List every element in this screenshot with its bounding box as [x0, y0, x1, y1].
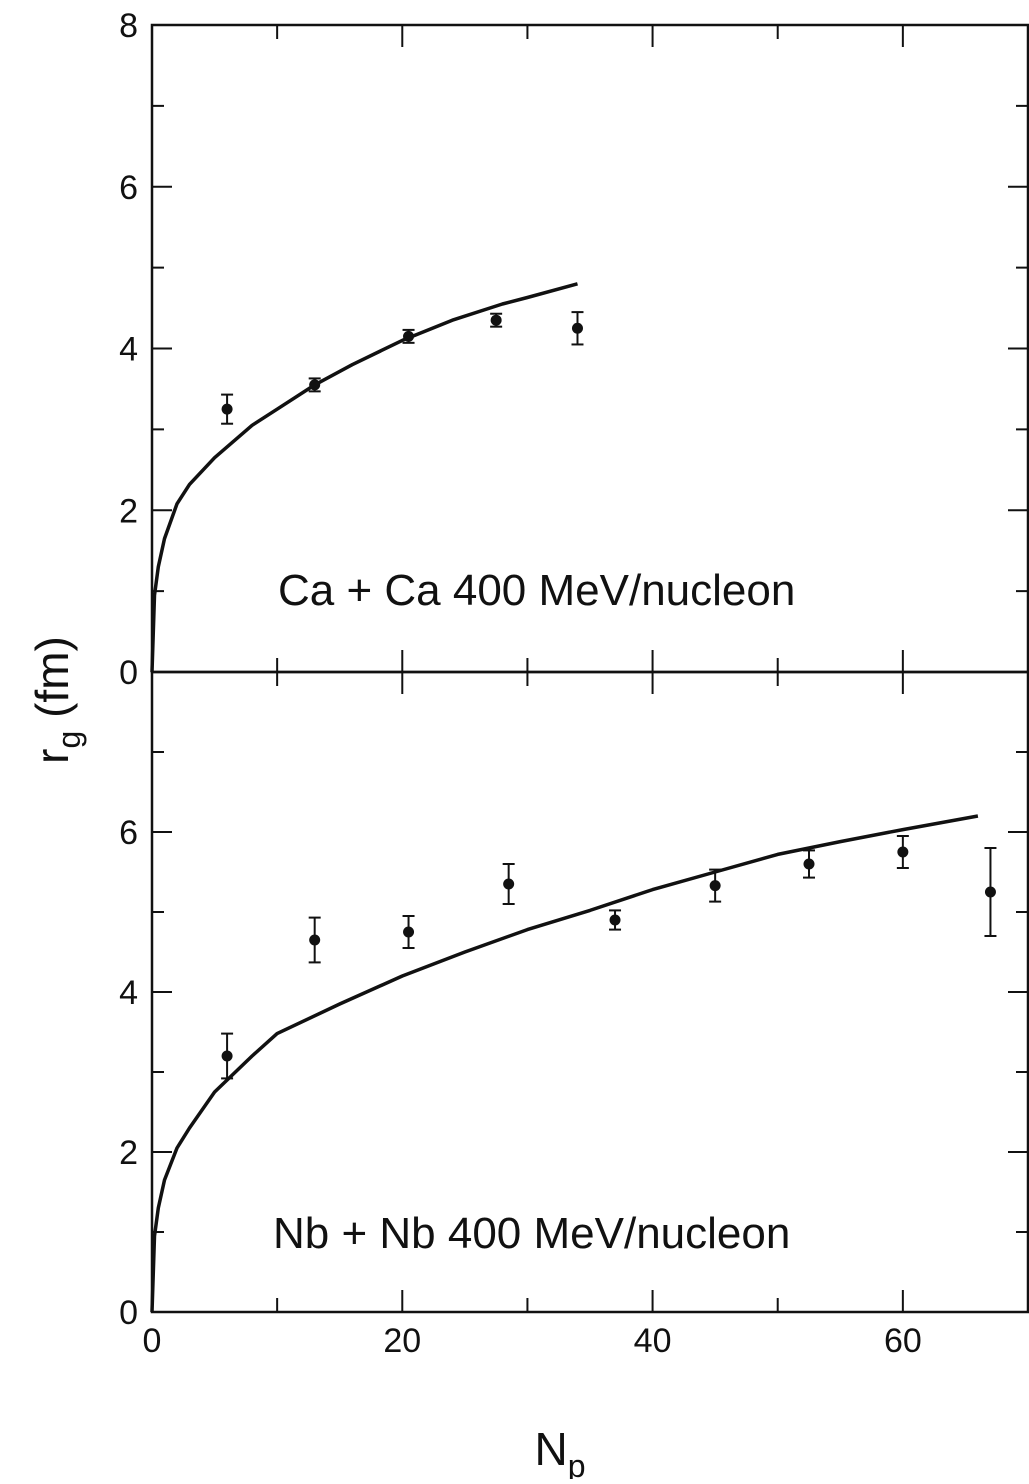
svg-text:rg (fm): rg (fm): [26, 636, 87, 764]
x-axis-label: Np: [534, 1423, 585, 1484]
top-y-tick-label: 4: [119, 331, 138, 369]
data-marker: [803, 858, 815, 870]
bottom-model-curve: [150, 814, 979, 1313]
bottom-x-tick-label: 20: [383, 1322, 421, 1360]
top-y-tick-label: 0: [119, 654, 138, 692]
top-y-tick-label: 8: [119, 7, 138, 45]
data-marker: [221, 403, 233, 415]
data-marker: [503, 878, 515, 890]
svg-text:Np: Np: [534, 1423, 585, 1479]
bottom-x-tick-label: 60: [884, 1322, 922, 1360]
top-data-point: [490, 312, 503, 328]
bottom-data-point: [803, 849, 815, 879]
y-axis-label: rg (fm): [26, 636, 87, 764]
bottom-data-point: [308, 916, 321, 964]
top-panel-annotation: Ca + Ca 400 MeV/nucleon: [278, 566, 795, 615]
top-model-curve: [150, 282, 578, 673]
top-data-point: [571, 311, 584, 346]
data-marker: [309, 934, 321, 946]
bottom-data-point: [402, 915, 415, 949]
data-marker: [490, 314, 502, 326]
data-marker: [984, 886, 996, 898]
data-marker: [709, 880, 721, 892]
bottom-x-tick-label: 0: [143, 1322, 162, 1360]
bottom-data-point: [502, 863, 515, 905]
data-marker: [221, 1050, 233, 1062]
bottom-y-tick-label: 4: [119, 974, 138, 1012]
bottom-data-point: [984, 847, 997, 937]
data-marker: [609, 914, 621, 926]
bottom-y-tick-label: 0: [119, 1294, 138, 1332]
bottom-data-point: [609, 909, 622, 931]
bottom-y-tick-label: 6: [119, 814, 138, 852]
bottom-data-point: [896, 835, 909, 869]
bottom-x-tick-label: 40: [634, 1322, 672, 1360]
data-marker: [403, 926, 415, 938]
bottom-y-tick-label: 2: [119, 1134, 138, 1172]
top-y-tick-label: 2: [119, 492, 138, 530]
data-marker: [897, 846, 909, 858]
top-y-tick-label: 6: [119, 169, 138, 207]
top-data-point: [221, 393, 234, 425]
data-marker: [571, 322, 583, 334]
bottom-data-point: [221, 1032, 234, 1080]
bottom-panel-annotation: Nb + Nb 400 MeV/nucleon: [273, 1209, 790, 1258]
